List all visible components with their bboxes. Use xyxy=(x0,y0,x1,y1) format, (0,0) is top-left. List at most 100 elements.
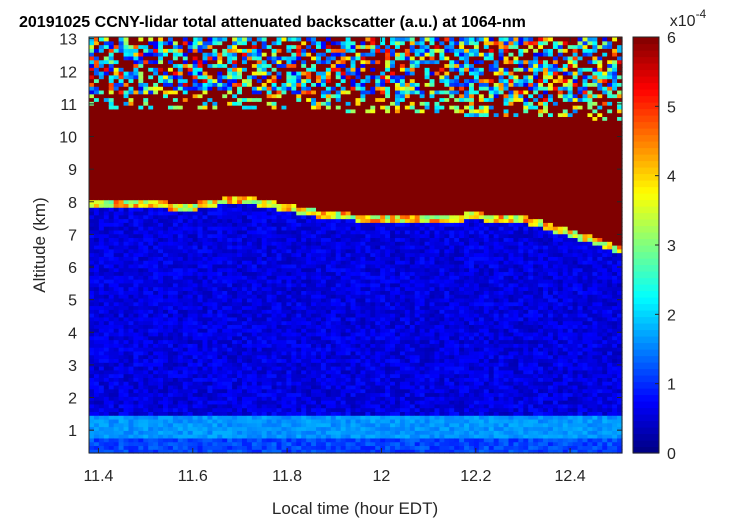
heatmap-cell xyxy=(183,434,189,438)
heatmap-cell xyxy=(281,287,287,291)
heatmap-cell xyxy=(217,52,223,56)
heatmap-cell xyxy=(148,188,154,192)
heatmap-cell xyxy=(296,423,302,427)
heatmap-cell xyxy=(89,423,95,427)
heatmap-cell xyxy=(128,124,134,128)
heatmap-cell xyxy=(247,290,253,294)
heatmap-cell xyxy=(178,211,184,215)
heatmap-cell xyxy=(143,411,149,415)
heatmap-cell xyxy=(286,158,292,162)
heatmap-cell xyxy=(148,169,154,173)
heatmap-cell xyxy=(178,147,184,151)
heatmap-cell xyxy=(207,336,213,340)
heatmap-cell xyxy=(296,445,302,449)
heatmap-cell xyxy=(286,343,292,347)
heatmap-cell xyxy=(286,237,292,241)
heatmap-cell xyxy=(301,241,307,245)
heatmap-cell xyxy=(306,366,312,370)
heatmap-cell xyxy=(158,75,164,79)
heatmap-cell xyxy=(114,434,120,438)
heatmap-cell xyxy=(168,196,174,200)
heatmap-cell xyxy=(158,109,164,113)
heatmap-cell xyxy=(193,211,199,215)
heatmap-cell xyxy=(163,120,169,124)
heatmap-cell xyxy=(183,430,189,434)
heatmap-cell xyxy=(143,271,149,275)
heatmap-cell xyxy=(212,169,218,173)
heatmap-cell xyxy=(94,237,100,241)
heatmap-cell xyxy=(306,355,312,359)
heatmap-cell xyxy=(114,139,120,143)
heatmap-cell xyxy=(128,169,134,173)
heatmap-cell xyxy=(114,184,120,188)
heatmap-cell xyxy=(207,411,213,415)
heatmap-cell xyxy=(183,135,189,139)
heatmap-cell xyxy=(198,203,204,207)
heatmap-cell xyxy=(267,264,273,268)
heatmap-cell xyxy=(203,423,209,427)
heatmap-cell xyxy=(99,207,105,211)
heatmap-cell xyxy=(158,52,164,56)
heatmap-cell xyxy=(306,237,312,241)
heatmap-cell xyxy=(272,287,278,291)
heatmap-cell xyxy=(212,158,218,162)
heatmap-cell xyxy=(173,230,179,234)
heatmap-cell xyxy=(227,200,233,204)
heatmap-cell xyxy=(94,419,100,423)
heatmap-cell xyxy=(178,86,184,90)
heatmap-cell xyxy=(178,71,184,75)
heatmap-cell xyxy=(301,173,307,177)
heatmap-cell xyxy=(227,177,233,181)
heatmap-cell xyxy=(286,86,292,90)
heatmap-cell xyxy=(94,98,100,102)
heatmap-cell xyxy=(104,158,110,162)
heatmap-cell xyxy=(94,203,100,207)
heatmap-cell xyxy=(94,211,100,215)
heatmap-cell xyxy=(277,408,283,412)
heatmap-cell xyxy=(158,37,164,41)
heatmap-cell xyxy=(212,343,218,347)
heatmap-cell xyxy=(306,63,312,67)
heatmap-cell xyxy=(109,230,115,234)
heatmap-cell xyxy=(217,415,223,419)
heatmap-cell xyxy=(143,234,149,238)
heatmap-cell xyxy=(99,396,105,400)
heatmap-cell xyxy=(133,71,139,75)
heatmap-cell xyxy=(183,419,189,423)
heatmap-cell xyxy=(286,275,292,279)
heatmap-cell xyxy=(193,355,199,359)
heatmap-cell xyxy=(183,370,189,374)
heatmap-cell xyxy=(168,219,174,223)
heatmap-cell xyxy=(148,423,154,427)
heatmap-cell xyxy=(306,427,312,431)
heatmap-cell xyxy=(128,279,134,283)
heatmap-cell xyxy=(212,90,218,94)
heatmap-cell xyxy=(198,63,204,67)
heatmap-cell xyxy=(178,200,184,204)
heatmap-cell xyxy=(143,177,149,181)
heatmap-cell xyxy=(148,147,154,151)
heatmap-cell xyxy=(133,230,139,234)
heatmap-cell xyxy=(94,309,100,313)
heatmap-cell xyxy=(301,188,307,192)
heatmap-cell xyxy=(193,336,199,340)
heatmap-cell xyxy=(158,226,164,230)
heatmap-cell xyxy=(262,188,268,192)
heatmap-cell xyxy=(291,294,297,298)
heatmap-cell xyxy=(153,90,159,94)
heatmap-cell xyxy=(188,271,194,275)
heatmap-cell xyxy=(138,150,144,154)
heatmap-cell xyxy=(286,60,292,64)
heatmap-cell xyxy=(89,90,95,94)
heatmap-cell xyxy=(306,275,312,279)
heatmap-cell xyxy=(114,143,120,147)
heatmap-cell xyxy=(232,132,238,136)
heatmap-cell xyxy=(173,245,179,249)
heatmap-cell xyxy=(262,162,268,166)
heatmap-cell xyxy=(193,230,199,234)
heatmap-cell xyxy=(252,75,258,79)
heatmap-cell xyxy=(262,203,268,207)
heatmap-cell xyxy=(262,400,268,404)
heatmap-cell xyxy=(272,52,278,56)
heatmap-cell xyxy=(138,389,144,393)
